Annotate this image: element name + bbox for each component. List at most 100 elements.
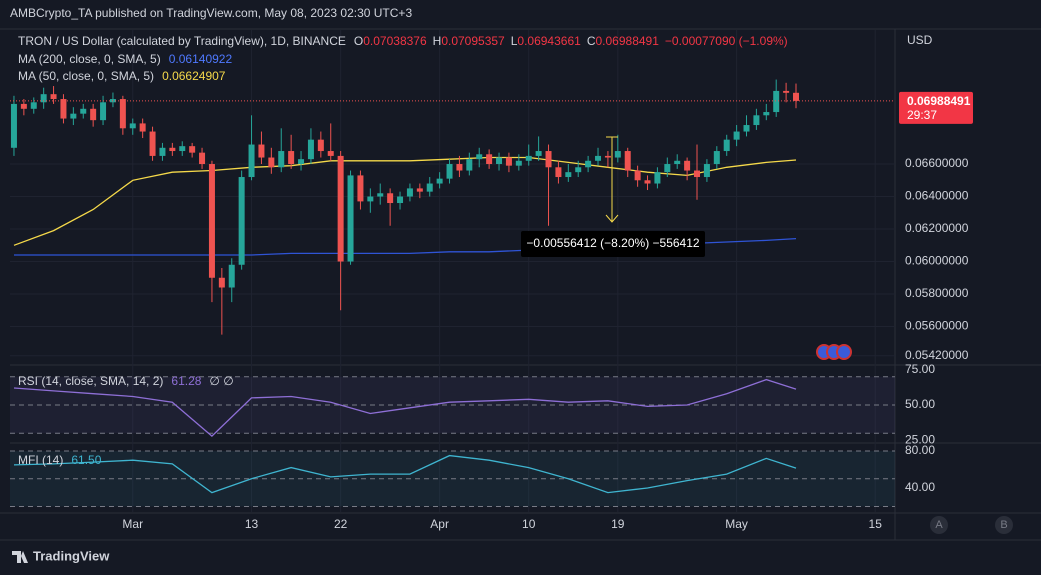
indicator-value: 61.50: [71, 453, 101, 467]
candle-body: [149, 131, 156, 156]
ma-name: MA (200, close, 0, SMA, 5): [18, 52, 161, 66]
candle-body: [327, 151, 334, 156]
candle-body: [545, 151, 552, 168]
candle-body: [30, 102, 37, 109]
measure-head: [605, 214, 619, 223]
candle-body: [228, 264, 235, 288]
y-tick-label: 0.06200000: [905, 221, 969, 235]
indicator-name: MFI (14): [18, 453, 63, 467]
candle-body: [60, 99, 67, 119]
button-label[interactable]: A: [935, 519, 943, 531]
x-tick-label: Mar: [122, 517, 143, 531]
candle-body: [258, 144, 265, 158]
indicator-extra: ∅ ∅: [209, 374, 233, 388]
candle-body: [208, 164, 215, 278]
candle-body: [595, 155, 602, 161]
y-tick-label: 0.05800000: [905, 286, 969, 300]
candle-body: [307, 139, 314, 160]
button[interactable]: [930, 516, 948, 534]
candle-body: [723, 139, 730, 152]
x-tick-label: Apr: [430, 517, 449, 531]
x-tick-label: 13: [245, 517, 259, 531]
candle-body: [347, 175, 354, 262]
y-tick-label: 0.06400000: [905, 189, 969, 203]
brand: TradingView: [33, 548, 110, 563]
candle-body: [614, 151, 621, 158]
symbol-title: TRON / US Dollar (calculated by TradingV…: [18, 34, 346, 48]
y-tick-label: 0.05600000: [905, 319, 969, 333]
candle-body: [515, 160, 522, 166]
candle-body: [100, 102, 107, 121]
measure-text: −0.00556412 (−8.20%) −556412: [526, 236, 699, 250]
candle-body: [179, 146, 186, 152]
x-tick-label: 19: [611, 517, 625, 531]
candle-body: [357, 175, 364, 202]
publisher: AMBCrypto_TA published on TradingView.co…: [10, 6, 412, 20]
y-tick-label: 0.06000000: [905, 254, 969, 268]
candle-body: [238, 177, 245, 265]
candle-body: [119, 99, 126, 129]
candle-body: [763, 112, 770, 116]
candle-body: [367, 196, 374, 202]
candle-body: [446, 164, 453, 179]
candle-body: [70, 113, 77, 119]
series-line: [13, 156, 797, 246]
series-line: [13, 378, 797, 437]
brand-logo: [12, 551, 28, 563]
y-tick-label: 40.00: [905, 480, 935, 494]
x-tick-label: 22: [334, 517, 348, 531]
candle-body: [535, 151, 542, 156]
candle-body: [684, 160, 691, 171]
currency: USD: [907, 33, 933, 47]
price-tag-label: 0.06988491: [907, 94, 971, 108]
candle-body: [10, 103, 17, 148]
button-label[interactable]: B: [1000, 519, 1007, 531]
candle-body: [674, 160, 681, 165]
candle-body: [169, 147, 176, 152]
y-tick-label: 0.05420000: [905, 348, 969, 362]
candle-body: [406, 188, 413, 197]
ohlc-label: H: [433, 34, 442, 48]
candle-body: [397, 196, 404, 204]
candle-body: [248, 144, 255, 178]
ohlc-value: 0.06943661: [517, 34, 581, 48]
candle-body: [298, 159, 305, 165]
ma-value: 0.06140922: [169, 52, 233, 66]
ma-name: MA (50, close, 0, SMA, 5): [18, 69, 154, 83]
y-tick-label: 25.00: [905, 432, 935, 446]
candle-body: [466, 159, 473, 171]
event-icon[interactable]: [836, 344, 852, 360]
x-tick-label: 15: [869, 517, 883, 531]
ohlc-label: O: [354, 34, 363, 48]
price-tag: [899, 91, 973, 124]
candle-body: [50, 94, 57, 100]
indicator-value: 61.28: [171, 374, 201, 388]
candle-body: [278, 151, 285, 168]
candle-body: [40, 94, 47, 103]
candle-body: [644, 180, 651, 184]
candle-body: [80, 108, 87, 114]
candle-body: [555, 167, 562, 178]
candle-body: [456, 164, 463, 171]
candle-body: [753, 115, 760, 126]
candle-body: [783, 90, 790, 93]
candle-body: [664, 164, 671, 173]
candle-body: [743, 125, 750, 132]
candle-body: [703, 164, 710, 178]
series-line: [13, 454, 797, 494]
ohlc-value: 0.07038376: [363, 34, 427, 48]
y-tick-label: 80.00: [905, 443, 935, 457]
candle-body: [387, 193, 394, 204]
candle-body: [337, 155, 344, 262]
candle-body: [199, 152, 206, 165]
candle-body: [416, 188, 423, 192]
candle-body: [733, 131, 740, 140]
button[interactable]: [995, 516, 1013, 534]
candle-body: [565, 172, 572, 178]
x-tick-label: May: [725, 517, 748, 531]
candle-body: [525, 155, 532, 161]
candle-body: [436, 178, 443, 184]
candle-body: [793, 92, 800, 101]
candle-body: [575, 167, 582, 173]
